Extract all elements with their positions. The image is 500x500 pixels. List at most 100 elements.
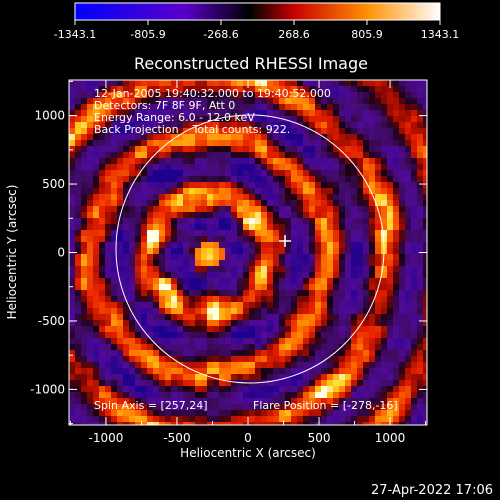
heatmap-cell — [387, 206, 393, 212]
heatmap-cell — [93, 110, 99, 116]
heatmap-cell — [225, 128, 231, 134]
heatmap-cell — [69, 176, 75, 182]
heatmap-cell — [69, 362, 75, 368]
heatmap-cell — [423, 140, 427, 146]
heatmap-cell — [171, 116, 177, 122]
heatmap-cell — [123, 110, 129, 116]
heatmap-cell — [279, 182, 285, 188]
heatmap-cell — [393, 296, 399, 302]
heatmap-cell — [171, 104, 177, 110]
heatmap-cell — [177, 278, 183, 284]
heatmap-cell — [357, 410, 363, 416]
heatmap-cell — [411, 290, 417, 296]
heatmap-cell — [213, 212, 219, 218]
heatmap-cell — [399, 200, 405, 206]
heatmap-cell — [249, 320, 255, 326]
heatmap-cell — [423, 326, 427, 332]
heatmap-cell — [261, 236, 267, 242]
heatmap-cell — [363, 284, 369, 290]
x-tick-label: 500 — [308, 431, 331, 445]
heatmap-cell — [423, 236, 427, 242]
heatmap-cell — [267, 368, 273, 374]
heatmap-cell — [105, 260, 111, 266]
heatmap-cell — [423, 254, 427, 260]
heatmap-cell — [183, 86, 189, 92]
heatmap-cell — [237, 104, 243, 110]
heatmap-cell — [177, 386, 183, 392]
heatmap-cell — [213, 410, 219, 416]
heatmap-cell — [267, 164, 273, 170]
heatmap-cell — [387, 380, 393, 386]
heatmap-cell — [261, 218, 267, 224]
heatmap-cell — [93, 242, 99, 248]
heatmap-cell — [315, 146, 321, 152]
heatmap-cell — [369, 80, 375, 86]
heatmap-cell — [135, 272, 141, 278]
heatmap-cell — [195, 254, 201, 260]
heatmap-cell — [105, 218, 111, 224]
heatmap-cell — [219, 338, 225, 344]
heatmap-cell — [231, 122, 237, 128]
heatmap-cell — [75, 398, 81, 404]
heatmap-cell — [405, 332, 411, 338]
heatmap-cell — [111, 296, 117, 302]
heatmap-cell — [285, 410, 291, 416]
heatmap-cell — [159, 266, 165, 272]
heatmap-cell — [69, 86, 75, 92]
heatmap-cell — [141, 128, 147, 134]
heatmap-cell — [321, 146, 327, 152]
heatmap-cell — [117, 194, 123, 200]
heatmap-cell — [171, 302, 177, 308]
heatmap-cell — [279, 410, 285, 416]
heatmap-cell — [129, 128, 135, 134]
heatmap-cell — [291, 272, 297, 278]
heatmap-cell — [231, 236, 237, 242]
heatmap-cell — [117, 218, 123, 224]
heatmap-cell — [105, 356, 111, 362]
heatmap-cell — [351, 266, 357, 272]
heatmap-cell — [141, 422, 147, 425]
heatmap-cell — [183, 398, 189, 404]
heatmap-cell — [357, 272, 363, 278]
heatmap-cell — [99, 248, 105, 254]
heatmap-cell — [153, 350, 159, 356]
heatmap-cell — [423, 182, 427, 188]
heatmap-cell — [303, 284, 309, 290]
heatmap-cell — [207, 392, 213, 398]
heatmap-cell — [99, 302, 105, 308]
heatmap-cell — [69, 380, 75, 386]
heatmap-cell — [369, 332, 375, 338]
heatmap-cell — [279, 122, 285, 128]
heatmap-cell — [81, 98, 87, 104]
heatmap-cell — [405, 398, 411, 404]
heatmap-cell — [75, 128, 81, 134]
heatmap-cell — [297, 86, 303, 92]
heatmap-cell — [165, 212, 171, 218]
heatmap-cell — [147, 254, 153, 260]
heatmap-cell — [207, 356, 213, 362]
heatmap-cell — [93, 98, 99, 104]
heatmap-cell — [93, 422, 99, 425]
heatmap-cell — [345, 314, 351, 320]
heatmap-cell — [237, 242, 243, 248]
heatmap-cell — [273, 368, 279, 374]
heatmap-cell — [99, 98, 105, 104]
heatmap-cell — [399, 128, 405, 134]
heatmap-cell — [141, 338, 147, 344]
heatmap-cell — [135, 86, 141, 92]
heatmap-cell — [189, 386, 195, 392]
heatmap-cell — [351, 398, 357, 404]
heatmap-cell — [177, 332, 183, 338]
heatmap-cell — [237, 254, 243, 260]
heatmap-cell — [297, 320, 303, 326]
heatmap-cell — [357, 314, 363, 320]
heatmap-cell — [99, 314, 105, 320]
heatmap-cell — [87, 308, 93, 314]
heatmap-cell — [111, 134, 117, 140]
heatmap-cell — [75, 260, 81, 266]
heatmap-cell — [117, 422, 123, 425]
heatmap-cell — [111, 182, 117, 188]
heatmap-cell — [303, 206, 309, 212]
heatmap-cell — [405, 80, 411, 86]
heatmap-cell — [423, 290, 427, 296]
